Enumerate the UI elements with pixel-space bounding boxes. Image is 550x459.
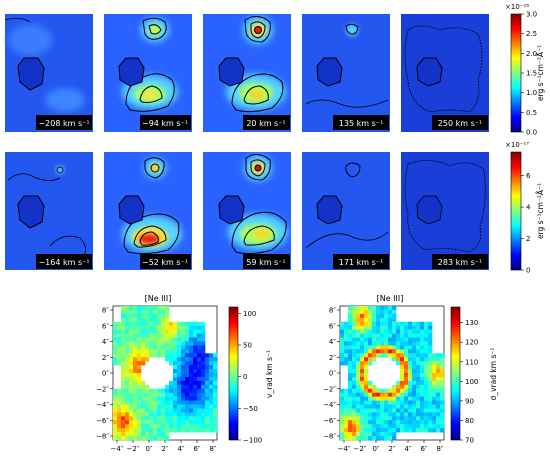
channel-panel: 20 km s⁻¹	[203, 14, 291, 132]
channel-panel: 59 km s⁻¹	[203, 152, 291, 270]
colorbar-tick-label: 0.0	[526, 129, 537, 137]
colorbar-ticks: 0.0 0.5 1.0 1.5 2.0 2.5 3.0	[521, 11, 537, 137]
colorbar-tick-label: 2.5	[526, 30, 537, 38]
colorbar-tick-label: 4	[526, 204, 531, 212]
channel-panel: 135 km s⁻¹	[302, 14, 390, 132]
colorbar-tick-label: 100	[243, 310, 256, 318]
colorbar-ticks: 70 80 90 100 110 120 130	[460, 319, 478, 445]
y-tick-label: 6″	[329, 322, 336, 330]
velocity-label: −94 km s⁻¹	[142, 119, 188, 128]
velocity-label: 171 km s⁻¹	[339, 258, 383, 267]
y-tick-label: −8″	[323, 433, 336, 441]
colorbar-tick-label: 1.0	[526, 89, 537, 97]
colorbar-tick-label: −50	[243, 405, 258, 413]
velocity-map-axes: −4″ −2″ 0″ 2″ 4″ 6″ 8″8″6″4″2″0″−2″−4″−6″−8″	[96, 307, 217, 454]
y-tick-label: 4″	[102, 338, 109, 346]
colorbar-tick-label: 0	[243, 373, 247, 381]
y-tick-label: −2″	[96, 385, 109, 393]
colorbar-multiplier: ×10⁻¹⁶	[505, 3, 529, 11]
x-tick-label: 8″	[209, 445, 216, 453]
velocity-map-pixels	[113, 306, 218, 441]
x-tick-label: 0″	[372, 445, 379, 453]
velocity-label: −208 km s⁻¹	[38, 119, 89, 128]
channel-panel: 171 km s⁻¹	[302, 152, 390, 270]
dispersion-map-panel: [Ne III] −4″ −2″ 0″ 2″ 4″ 6″ 8″8″6″4″2″0″−2″−4…	[323, 294, 498, 453]
y-tick-label: 8″	[329, 307, 336, 315]
colorbar-ticks: −100 −50 0 50 100	[238, 310, 262, 445]
y-tick-label: 4″	[329, 338, 336, 346]
colorbar-label: erg s⁻¹cm⁻²Å⁻¹	[536, 45, 545, 101]
colorbar-label: erg s⁻¹cm⁻²Å⁻¹	[536, 183, 545, 239]
x-tick-label: −4″	[338, 445, 351, 453]
channel-panel: −208 km s⁻¹	[4, 14, 93, 132]
channel-panel: −94 km s⁻¹	[104, 14, 192, 132]
colorbar-tick-label: 120	[465, 339, 478, 347]
colorbar-tick-label: 80	[465, 417, 474, 425]
velocity-label: 283 km s⁻¹	[438, 258, 482, 267]
colorbar-tick-label: 3.0	[526, 11, 537, 19]
colorbar-tick-label: 2.0	[526, 50, 537, 58]
colorbar-tick-label: 1.5	[526, 70, 537, 78]
velocity-label: 250 km s⁻¹	[438, 119, 482, 128]
colorbar-tick-label: 2	[526, 235, 530, 243]
y-tick-label: −8″	[96, 433, 109, 441]
colorbar-tick-label: 110	[465, 358, 478, 366]
y-tick-label: 2″	[102, 354, 109, 362]
channel-panel: −52 km s⁻¹	[104, 152, 192, 270]
colorbar-tick-label: 130	[465, 319, 478, 327]
velocity-label: 135 km s⁻¹	[339, 119, 383, 128]
y-tick-label: −6″	[96, 417, 109, 425]
x-tick-label: 8″	[436, 445, 443, 453]
colorbar-row-1: ×10⁻¹⁶ erg s⁻¹cm⁻²Å⁻¹ 0.0 0.5 1.0 1.5 2.0 2.5…	[505, 3, 545, 137]
channel-panel: 250 km s⁻¹	[401, 14, 489, 132]
y-tick-label: 6″	[102, 322, 109, 330]
colorbar-label: σ_vrad km s⁻¹	[489, 348, 498, 401]
y-tick-label: −4″	[96, 401, 109, 409]
colorbar-tick-label: 6	[526, 172, 531, 180]
x-tick-label: −2″	[354, 445, 367, 453]
colorbar-ticks: 0 2 4 6	[521, 172, 531, 275]
x-tick-label: 4″	[177, 445, 184, 453]
colorbar-tick-label: 0.5	[526, 109, 537, 117]
y-tick-label: −4″	[323, 401, 336, 409]
colorbar-tick-label: 100	[465, 378, 478, 386]
y-tick-label: −6″	[323, 417, 336, 425]
channel-row-2: −164 km s⁻¹ −52 km s⁻¹	[5, 141, 545, 275]
colorbar-tick-label: 70	[465, 437, 474, 445]
colorbar-tick-label: 50	[243, 342, 252, 350]
x-tick-label: 2″	[161, 445, 168, 453]
x-tick-label: 0″	[145, 445, 152, 453]
colorbar-label: v_rad km s⁻¹	[265, 350, 274, 398]
dispersion-map-pixels	[340, 306, 445, 441]
colorbar-multiplier: ×10⁻¹⁷	[505, 141, 529, 149]
x-tick-label: 4″	[404, 445, 411, 453]
y-tick-label: 2″	[329, 354, 336, 362]
channel-row-1: −208 km s⁻¹ −94 km s⁻¹	[4, 3, 545, 137]
velocity-label: −164 km s⁻¹	[38, 258, 89, 267]
dispersion-map-axes: −4″ −2″ 0″ 2″ 4″ 6″ 8″8″6″4″2″0″−2″−4″−6″−8″	[323, 307, 444, 454]
x-tick-label: −4″	[111, 445, 124, 453]
panel-title: [Ne III]	[145, 294, 172, 303]
x-tick-label: 6″	[193, 445, 200, 453]
colorbar-tick-label: −100	[243, 437, 262, 445]
panel-title: [Ne III]	[377, 294, 404, 303]
velocity-label: 20 km s⁻¹	[246, 119, 285, 128]
x-tick-label: 2″	[388, 445, 395, 453]
velocity-label: 59 km s⁻¹	[246, 258, 285, 267]
channel-panel: −164 km s⁻¹	[5, 152, 93, 270]
velocity-label: −52 km s⁻¹	[142, 258, 188, 267]
y-tick-label: 0″	[102, 370, 109, 378]
x-tick-label: −2″	[127, 445, 140, 453]
channel-panel: 283 km s⁻¹	[401, 152, 489, 270]
colorbar-tick-label: 0	[526, 267, 530, 275]
y-tick-label: −2″	[323, 385, 336, 393]
colorbar-tick-label: 90	[465, 397, 474, 405]
x-tick-label: 6″	[420, 445, 427, 453]
y-tick-label: 0″	[329, 370, 336, 378]
colorbar-row-2: ×10⁻¹⁷ erg s⁻¹cm⁻²Å⁻¹ 0 2 4 6	[505, 141, 545, 275]
y-tick-label: 8″	[102, 307, 109, 315]
velocity-map-panel: [Ne III] −4″ −2″ 0″ 2″ 4″ 6″ 8″8″6″4″2″0″−2″−4…	[96, 294, 274, 453]
